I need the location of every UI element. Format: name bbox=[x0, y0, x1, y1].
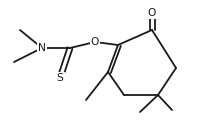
Text: N: N bbox=[38, 43, 46, 53]
Text: O: O bbox=[148, 8, 156, 18]
Text: S: S bbox=[57, 73, 63, 83]
Text: O: O bbox=[91, 37, 99, 47]
